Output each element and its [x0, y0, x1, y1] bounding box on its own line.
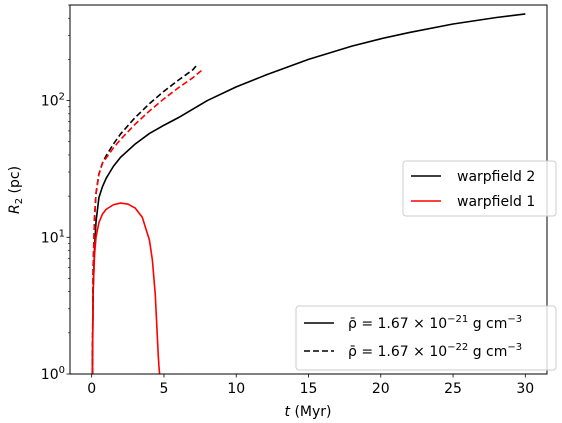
legend-style-label-1-unit: g cm: [468, 316, 507, 332]
y-tick-label: 100: [41, 365, 65, 383]
series-warpfield-2-solid: [91, 13, 526, 375]
x-tick-label: 25: [444, 381, 462, 397]
x-axis-variable: t: [285, 404, 291, 420]
legend-style-label-2-exponent: −22: [447, 342, 468, 353]
legend-style-label-1-unit-exponent: −3: [507, 314, 522, 325]
data-series: [91, 13, 526, 375]
x-axis-unit: (Myr): [294, 404, 331, 420]
legend-style-frame: [295, 305, 557, 371]
y-axis-subscript: 2: [14, 198, 25, 204]
legend-style-label-2-unit: g cm: [468, 344, 507, 360]
legend-style-label-2-unit-exponent: −3: [507, 342, 522, 353]
legend-color: warpfield 2 warpfield 1: [402, 160, 557, 217]
x-axis-label: t (Myr): [285, 404, 332, 420]
legend-style-label-2-base: ρ̄ = 1.67 × 10: [348, 344, 447, 360]
legend-style-label-1-base: ρ̄ = 1.67 × 10: [348, 316, 447, 332]
legend-color-label-warpfield-1: warpfield 1: [457, 194, 535, 210]
x-tick-label: 15: [300, 381, 318, 397]
legend-style-label-2: ρ̄ = 1.67 × 10−22 g cm−3: [348, 342, 522, 360]
series-warpfield-1-solid: [91, 202, 161, 375]
y-tick-label: 101: [41, 228, 65, 246]
legend-color-label-warpfield-2: warpfield 2: [457, 169, 535, 185]
x-tick-label: 30: [516, 381, 534, 397]
series-warpfield-1-dashed: [91, 69, 203, 375]
y-axis-variable: R: [7, 204, 23, 214]
y-tick-label-base: 10: [41, 230, 59, 246]
x-tick-label: 0: [87, 381, 96, 397]
y-tick-label-exponent: 2: [59, 92, 65, 103]
y-tick-label-exponent: 1: [59, 228, 65, 239]
y-tick-label-exponent: 0: [59, 365, 65, 376]
y-tick-label: 102: [41, 92, 65, 110]
y-axis-label: R2 (pc): [7, 166, 25, 214]
x-tick-label: 10: [227, 381, 245, 397]
legend-style: ρ̄ = 1.67 × 10−21 g cm−3 ρ̄ = 1.67 × 10−…: [295, 305, 557, 371]
y-tick-label-base: 10: [41, 367, 59, 383]
y-axis-unit: (pc): [7, 166, 23, 194]
x-tick-label: 5: [159, 381, 168, 397]
x-tick-label: 20: [372, 381, 390, 397]
legend-color-frame: [402, 160, 557, 217]
y-tick-label-base: 10: [41, 94, 59, 110]
legend-style-label-1-exponent: −21: [447, 314, 468, 325]
legend-style-label-1: ρ̄ = 1.67 × 10−21 g cm−3: [348, 314, 522, 332]
